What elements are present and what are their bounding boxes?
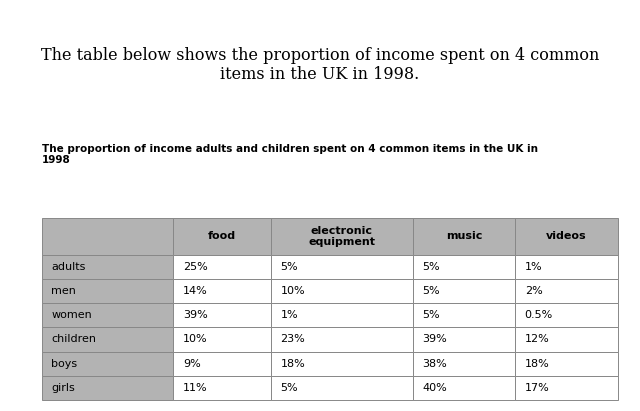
Bar [173,254,271,279]
Bar [42,327,173,351]
Bar [515,351,618,376]
Text: 38%: 38% [422,359,447,369]
Bar [515,218,618,254]
Bar [271,376,413,400]
Bar [413,351,515,376]
Text: 9%: 9% [183,359,201,369]
Bar [413,327,515,351]
Text: 14%: 14% [183,286,208,296]
Text: 5%: 5% [280,262,298,272]
Text: 18%: 18% [280,359,305,369]
Text: 11%: 11% [183,383,207,393]
Bar [42,303,173,327]
Text: 5%: 5% [280,383,298,393]
Bar [42,279,173,303]
Text: 1%: 1% [525,262,542,272]
Text: children: children [51,335,96,344]
Bar [271,218,413,254]
Text: music: music [445,231,482,241]
Bar [515,303,618,327]
Text: 40%: 40% [422,383,447,393]
Bar [515,376,618,400]
Text: 12%: 12% [525,335,550,344]
Bar [173,376,271,400]
Text: 23%: 23% [280,335,305,344]
Bar [42,254,173,279]
Bar [173,327,271,351]
Text: 25%: 25% [183,262,208,272]
Bar [271,351,413,376]
Text: 5%: 5% [422,262,440,272]
Text: 18%: 18% [525,359,550,369]
Text: women: women [51,310,92,320]
Text: 39%: 39% [183,310,208,320]
Text: videos: videos [546,231,587,241]
Text: 0.5%: 0.5% [525,310,553,320]
Bar [515,279,618,303]
Text: The table below shows the proportion of income spent on 4 common
items in the UK: The table below shows the proportion of … [41,47,599,83]
Bar [42,351,173,376]
Text: adults: adults [51,262,86,272]
Bar [413,254,515,279]
Text: 10%: 10% [183,335,207,344]
Bar [413,376,515,400]
Text: girls: girls [51,383,75,393]
Bar [271,303,413,327]
Text: The proportion of income adults and children spent on 4 common items in the UK i: The proportion of income adults and chil… [42,144,538,166]
Text: men: men [51,286,76,296]
Bar [413,218,515,254]
Bar [271,327,413,351]
Bar [173,351,271,376]
Bar [413,279,515,303]
Bar [173,279,271,303]
Bar [271,279,413,303]
Bar [515,254,618,279]
Text: food: food [208,231,236,241]
Bar [413,303,515,327]
Bar [515,327,618,351]
Bar [271,254,413,279]
Text: 39%: 39% [422,335,447,344]
Text: 2%: 2% [525,286,543,296]
Text: 1%: 1% [280,310,298,320]
Bar [173,303,271,327]
Text: 5%: 5% [422,286,440,296]
Text: 5%: 5% [422,310,440,320]
Text: 17%: 17% [525,383,550,393]
Text: boys: boys [51,359,77,369]
Bar [173,218,271,254]
Text: electronic
equipment: electronic equipment [308,226,375,247]
Bar [42,218,173,254]
Text: 10%: 10% [280,286,305,296]
Bar [42,376,173,400]
